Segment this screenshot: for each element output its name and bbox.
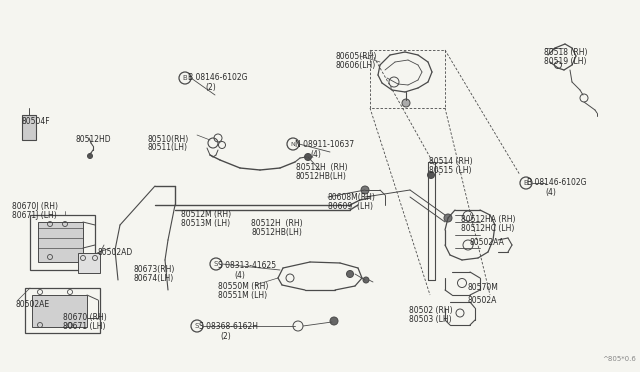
- Text: 80502AD: 80502AD: [97, 248, 132, 257]
- Text: 80512H  (RH): 80512H (RH): [251, 219, 303, 228]
- Text: B 08146-6102G: B 08146-6102G: [188, 73, 248, 82]
- Text: 80512M (RH): 80512M (RH): [181, 210, 231, 219]
- Text: 80504F: 80504F: [22, 117, 51, 126]
- Circle shape: [402, 99, 410, 107]
- Circle shape: [305, 154, 312, 160]
- Circle shape: [428, 171, 435, 179]
- Circle shape: [346, 270, 353, 278]
- Text: 80512H  (RH): 80512H (RH): [296, 163, 348, 172]
- Text: (2): (2): [205, 83, 216, 92]
- Text: 80512HB(LH): 80512HB(LH): [251, 228, 302, 237]
- Text: (4): (4): [310, 150, 321, 159]
- Circle shape: [88, 154, 93, 158]
- Text: 80671 (LH): 80671 (LH): [63, 322, 106, 331]
- Bar: [30, 215, 95, 270]
- Bar: [32, 295, 87, 327]
- Text: 80519 (LH): 80519 (LH): [544, 57, 586, 66]
- Text: 80671J (LH): 80671J (LH): [12, 211, 57, 220]
- Text: S 08313-41625: S 08313-41625: [218, 261, 276, 270]
- Text: 80512HB(LH): 80512HB(LH): [296, 172, 347, 181]
- Text: ^805*0.6: ^805*0.6: [602, 356, 636, 362]
- Text: 80608M(RH): 80608M(RH): [328, 193, 376, 202]
- Text: (4): (4): [234, 271, 245, 280]
- Text: 80502A: 80502A: [468, 296, 497, 305]
- Circle shape: [444, 214, 452, 222]
- Text: (2): (2): [220, 332, 231, 341]
- Text: N: N: [291, 141, 296, 147]
- Text: 80570M: 80570M: [468, 283, 499, 292]
- Text: 80502AA: 80502AA: [470, 238, 505, 247]
- Text: 80512HD: 80512HD: [75, 135, 111, 144]
- Text: 80550M (RH): 80550M (RH): [218, 282, 268, 291]
- Bar: [38, 222, 83, 262]
- Text: 80503 (LH): 80503 (LH): [409, 315, 452, 324]
- Text: S: S: [214, 261, 218, 267]
- Bar: [22, 115, 36, 140]
- Text: 80673(RH): 80673(RH): [133, 265, 174, 274]
- Text: B: B: [182, 75, 188, 81]
- Text: S 08368-6162H: S 08368-6162H: [199, 322, 258, 331]
- Text: S: S: [195, 323, 199, 329]
- Text: 80670J (RH): 80670J (RH): [12, 202, 58, 211]
- Text: (4): (4): [545, 188, 556, 197]
- Text: 80513M (LH): 80513M (LH): [181, 219, 230, 228]
- Text: 80512HC (LH): 80512HC (LH): [461, 224, 515, 233]
- Text: 80514 (RH): 80514 (RH): [429, 157, 472, 166]
- Text: 80502 (RH): 80502 (RH): [409, 306, 452, 315]
- Circle shape: [363, 277, 369, 283]
- Text: 80674(LH): 80674(LH): [133, 274, 173, 283]
- Text: 80510(RH): 80510(RH): [148, 135, 189, 144]
- Text: 80551M (LH): 80551M (LH): [218, 291, 267, 300]
- Text: 80512HA (RH): 80512HA (RH): [461, 215, 515, 224]
- Text: 80502AE: 80502AE: [15, 300, 49, 309]
- Text: 80605(RH): 80605(RH): [336, 52, 378, 61]
- Text: 80609  (LH): 80609 (LH): [328, 202, 373, 211]
- Text: 80511(LH): 80511(LH): [148, 143, 188, 152]
- Bar: [25, 288, 100, 333]
- Text: 80518 (RH): 80518 (RH): [544, 48, 588, 57]
- Text: 80515 (LH): 80515 (LH): [429, 166, 472, 175]
- Bar: [78, 253, 100, 273]
- Text: N 08911-10637: N 08911-10637: [295, 140, 354, 149]
- Text: 80606(LH): 80606(LH): [336, 61, 376, 70]
- Text: 80670 (RH): 80670 (RH): [63, 313, 107, 322]
- Text: B: B: [524, 180, 529, 186]
- Text: B 08146-6102G: B 08146-6102G: [527, 178, 586, 187]
- Circle shape: [330, 317, 338, 325]
- Circle shape: [361, 186, 369, 194]
